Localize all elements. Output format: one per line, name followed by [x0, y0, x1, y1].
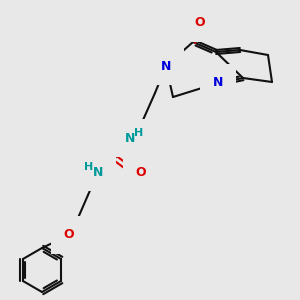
Text: N: N [213, 76, 223, 89]
Text: H: H [134, 128, 144, 138]
Text: N: N [93, 166, 103, 178]
Text: O: O [136, 167, 146, 179]
Text: N: N [125, 131, 135, 145]
Text: O: O [195, 16, 205, 29]
Text: H: H [84, 162, 94, 172]
Text: N: N [161, 59, 171, 73]
Text: O: O [64, 229, 74, 242]
